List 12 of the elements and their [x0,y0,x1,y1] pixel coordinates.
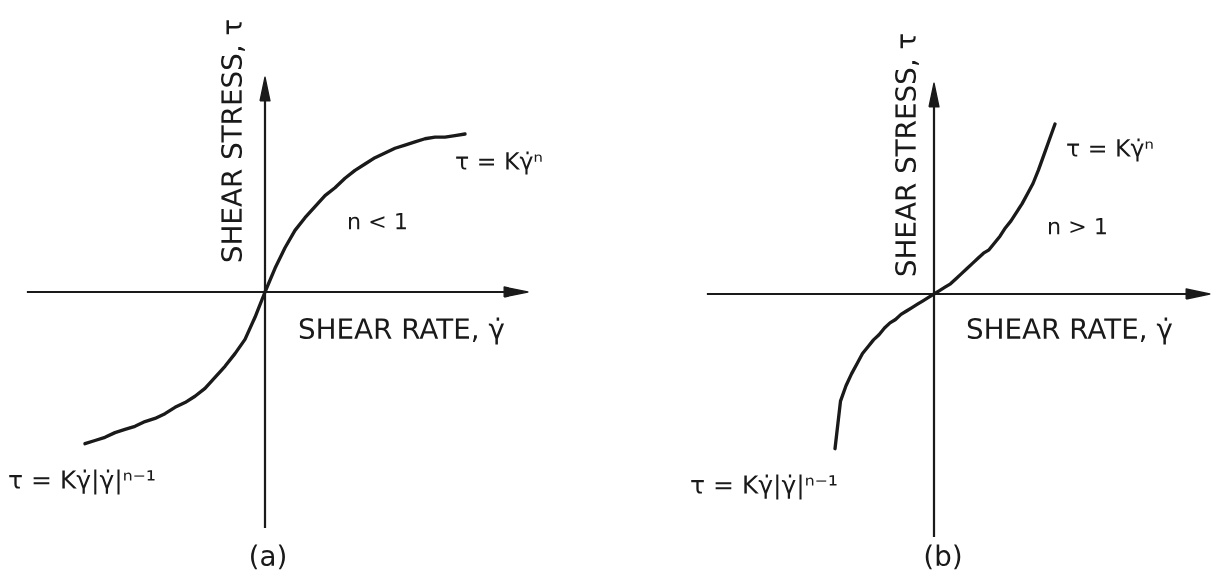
annotation: n < 1 [349,212,406,230]
y-axis-title: SHEAR STRESS, τ [895,34,919,276]
text: τ = Kγ̇ⁿ [1067,138,1153,162]
text: τ = Kγ̇|γ̇|ⁿ⁻¹ [9,469,155,495]
text: τ = Kγ̇|γ̇|ⁿ⁻¹ [691,474,837,500]
annotation: τ = Kγ̇ⁿ [456,151,542,175]
x-axis-title: SHEAR RATE, γ̇ [299,317,505,345]
text: (a) [251,544,285,570]
x-axis-title: SHEAR RATE, γ̇ [967,317,1173,345]
text: (b) [925,544,961,570]
y-axis-title: SHEAR STRESS, τ [221,20,245,262]
annotation: n > 1 [1049,217,1106,235]
